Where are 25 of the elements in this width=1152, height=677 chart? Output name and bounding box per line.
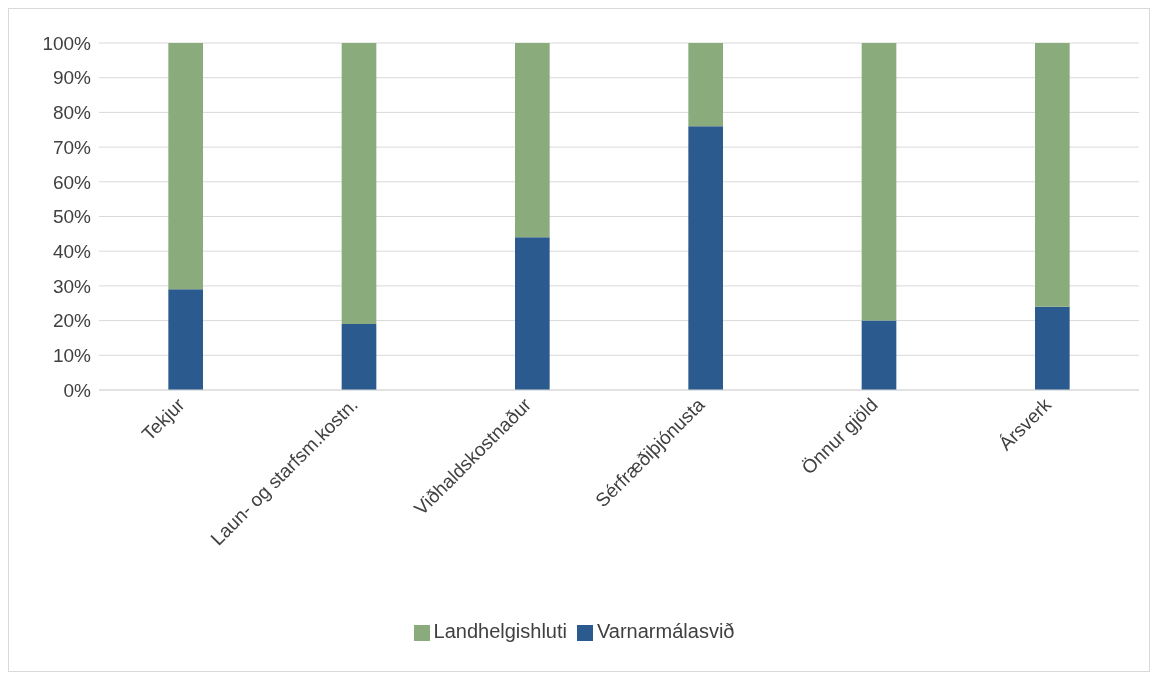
y-tick-label: 60% (52, 171, 92, 193)
bar (515, 43, 550, 238)
y-tick-label: 10% (52, 345, 92, 367)
y-tick-label: 20% (52, 310, 92, 332)
y-tick-label: 70% (52, 136, 92, 158)
y-tick-label: 40% (52, 240, 92, 262)
y-tick-label: 80% (52, 102, 92, 124)
bar (688, 126, 723, 390)
y-tick-label: 90% (52, 67, 92, 89)
bar (515, 237, 550, 390)
y-tick-label: 0% (63, 379, 92, 401)
y-tick-label: 50% (52, 206, 92, 228)
y-tick-label: 100% (42, 32, 92, 54)
bar (341, 324, 377, 390)
legend-label: Landhelgishluti (433, 620, 567, 642)
bar (861, 320, 897, 390)
bar (1035, 306, 1070, 390)
bar (688, 43, 723, 127)
bar (1035, 43, 1070, 307)
bar (168, 43, 203, 290)
bar (168, 289, 203, 390)
bar (861, 43, 897, 321)
y-tick-label: 30% (52, 275, 92, 297)
legend-label: Varnarmálasvið (596, 620, 735, 642)
bar (341, 43, 377, 325)
